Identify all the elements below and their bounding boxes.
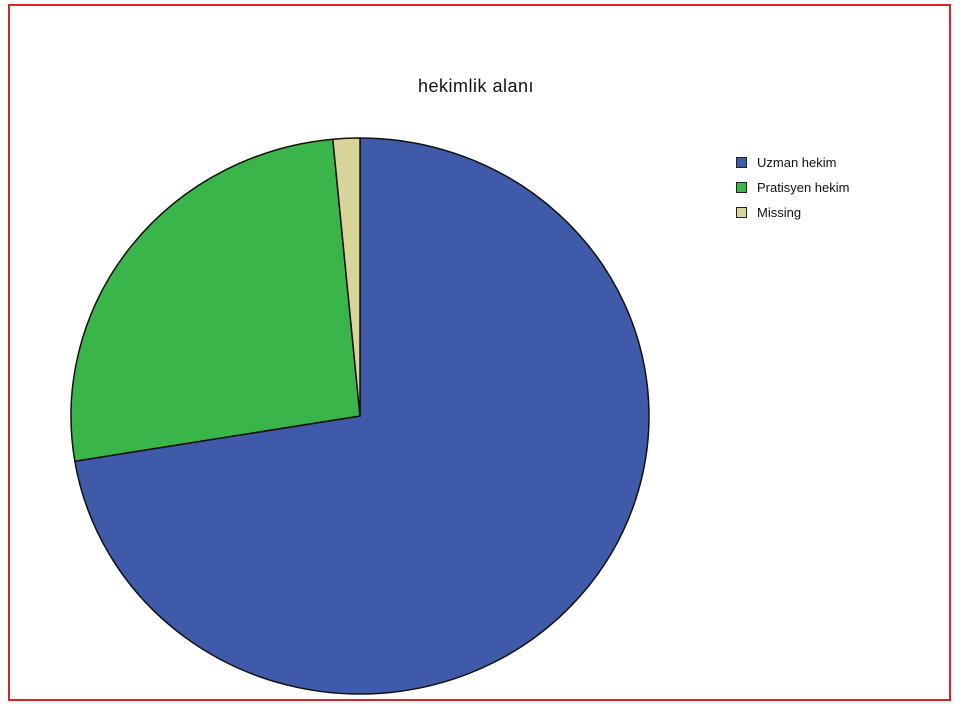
legend-swatch-pratisyen-hekim: [736, 182, 747, 193]
legend-item-pratisyen-hekim: Pratisyen hekim: [736, 175, 849, 200]
legend-swatch-uzman-hekim: [736, 157, 747, 168]
legend: Uzman hekim Pratisyen hekim Missing: [736, 150, 849, 225]
legend-label-uzman-hekim: Uzman hekim: [757, 155, 837, 170]
legend-item-missing: Missing: [736, 200, 849, 225]
legend-label-missing: Missing: [757, 205, 802, 220]
chart-title: hekimlik alanı: [417, 76, 535, 96]
chart-frame: hekimlik alanı Uzman hekim Pratisyen hek…: [8, 4, 951, 701]
legend-label-pratisyen-hekim: Pratisyen hekim: [757, 180, 850, 195]
legend-swatch-missing: [736, 207, 747, 218]
pie-slice-pratisyen-hekim: [70, 138, 361, 462]
pie-chart: [70, 137, 650, 695]
legend-item-uzman-hekim: Uzman hekim: [736, 150, 849, 175]
pie-slice-uzman-hekim: [74, 137, 650, 695]
pie-slice-missing: [332, 137, 361, 417]
